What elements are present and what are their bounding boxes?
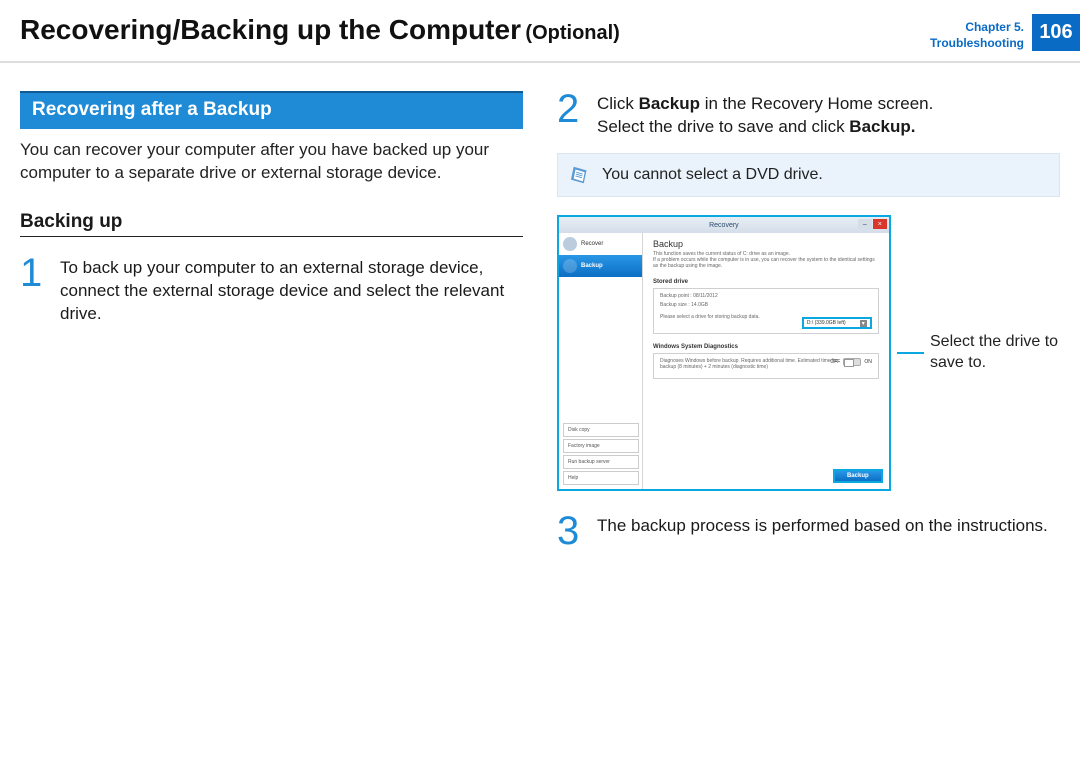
step-3-text: The backup process is performed based on… [597, 513, 1060, 549]
link-diskcopy[interactable]: Disk copy [563, 423, 639, 437]
panel-heading: Backup [653, 239, 879, 249]
step-1-number: 1 [20, 255, 48, 326]
title-main: Recovering/Backing up the Computer [20, 14, 521, 45]
subheading-backing-up: Backing up [20, 211, 523, 237]
panel-desc2: If a problem occurs while the computer i… [653, 257, 879, 269]
header-right: Chapter 5. Troubleshooting 106 [930, 14, 1080, 51]
step-2: 2 Click Backup in the Recovery Home scre… [557, 91, 1060, 139]
backup-size: Backup size : 14.0GB [660, 302, 872, 308]
chapter-line2: Troubleshooting [930, 36, 1024, 52]
note-text: You cannot select a DVD drive. [602, 166, 823, 184]
drive-select[interactable]: D:\ (339.0GB left) [802, 317, 872, 329]
page-header: Recovering/Backing up the Computer (Opti… [0, 0, 1080, 61]
left-column: Recovering after a Backup You can recove… [20, 91, 523, 563]
diag-desc: Diagnoses Windows before backup. Require… [660, 358, 840, 370]
backup-button[interactable]: Backup [833, 469, 883, 483]
sidebar: Recover Backup Disk copy Factory image R… [559, 233, 643, 489]
link-help[interactable]: Help [563, 471, 639, 485]
toggle-off-label: OFF [830, 359, 840, 365]
minimize-button[interactable]: – [858, 219, 872, 229]
stored-drive-panel: Backup point : 08/11/2012 Backup size : … [653, 288, 879, 334]
step2-l2-bold: Backup. [849, 117, 915, 136]
title-optional: (Optional) [525, 22, 619, 44]
page-title: Recovering/Backing up the Computer (Opti… [20, 14, 620, 46]
diag-toggle[interactable]: OFF ON [830, 358, 872, 366]
note-icon [570, 164, 592, 186]
window-titlebar: Recovery – × [559, 217, 889, 233]
sidebar-item-recover[interactable]: Recover [559, 233, 642, 255]
step-3: 3 The backup process is performed based … [557, 513, 1060, 549]
page-number: 106 [1032, 14, 1080, 51]
step2-l1-bold: Backup [639, 94, 700, 113]
close-button[interactable]: × [873, 219, 887, 229]
diag-label: Windows System Diagnostics [653, 344, 879, 350]
section-banner: Recovering after a Backup [20, 91, 523, 127]
callout-line [897, 352, 924, 354]
chapter-label: Chapter 5. Troubleshooting [930, 14, 1032, 51]
screenshot-with-callout: Recovery – × Recover Backup Disk copy Fa… [557, 215, 1060, 491]
step2-l1-pre: Click [597, 94, 639, 113]
window-buttons: – × [858, 219, 887, 229]
sidebar-recover-label: Recover [581, 241, 603, 247]
chapter-line1: Chapter 5. [930, 20, 1024, 36]
diag-panel: Diagnoses Windows before backup. Require… [653, 353, 879, 379]
step-3-number: 3 [557, 513, 585, 549]
toggle-switch [843, 358, 861, 366]
sidebar-bottom-links: Disk copy Factory image Run backup serve… [563, 421, 639, 485]
backup-point: Backup point : 08/11/2012 [660, 293, 872, 299]
step2-l1-post: in the Recovery Home screen. [700, 94, 933, 113]
step2-l2-pre: Select the drive to save and click [597, 117, 849, 136]
step-2-number: 2 [557, 91, 585, 139]
section-banner-wrap: Recovering after a Backup [20, 91, 523, 129]
toggle-on-label: ON [864, 359, 872, 365]
recovery-window: Recovery – × Recover Backup Disk copy Fa… [557, 215, 891, 491]
window-body: Recover Backup Disk copy Factory image R… [559, 233, 889, 489]
recover-icon [563, 237, 577, 251]
note-box: You cannot select a DVD drive. [557, 153, 1060, 197]
stored-drive-label: Stored drive [653, 279, 879, 285]
backup-icon [563, 259, 577, 273]
sidebar-item-backup[interactable]: Backup [559, 255, 642, 277]
content-columns: Recovering after a Backup You can recove… [0, 63, 1080, 563]
window-title: Recovery [709, 222, 739, 229]
step-1: 1 To back up your computer to an externa… [20, 255, 523, 326]
link-runserver[interactable]: Run backup server [563, 455, 639, 469]
link-factory[interactable]: Factory image [563, 439, 639, 453]
main-panel: Backup This function saves the current s… [643, 233, 889, 489]
right-column: 2 Click Backup in the Recovery Home scre… [557, 91, 1060, 563]
drive-value: D:\ (339.0GB left) [807, 320, 846, 326]
step-1-text: To back up your computer to an external … [60, 255, 523, 326]
callout-text: Select the drive to save to. [930, 332, 1060, 374]
intro-text: You can recover your computer after you … [20, 139, 523, 185]
sidebar-backup-label: Backup [581, 263, 603, 269]
step-2-text: Click Backup in the Recovery Home screen… [597, 91, 1060, 139]
